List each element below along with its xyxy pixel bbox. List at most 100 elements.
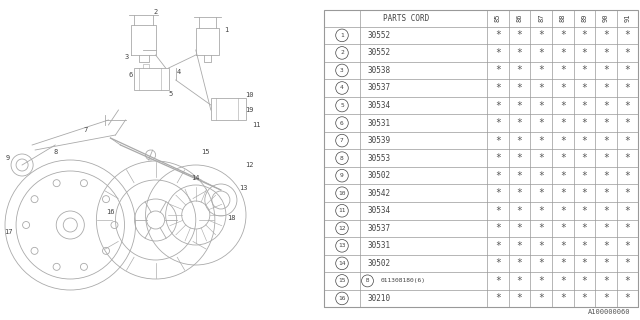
Text: 14: 14 [339,261,346,266]
Text: *: * [625,241,630,251]
Text: *: * [560,153,566,163]
Text: *: * [538,188,544,198]
Text: *: * [538,276,544,286]
Text: 12: 12 [244,162,253,168]
Text: 30552: 30552 [367,48,390,57]
Text: 8: 8 [53,149,58,155]
Text: *: * [603,241,609,251]
Text: *: * [495,136,500,146]
Text: 90: 90 [603,14,609,22]
Text: 18: 18 [227,215,235,221]
Text: 30542: 30542 [367,189,390,198]
Text: 30502: 30502 [367,171,390,180]
Text: 86: 86 [516,14,522,22]
Text: *: * [581,153,588,163]
Text: *: * [625,83,630,93]
Text: *: * [516,118,522,128]
Text: 9: 9 [340,173,344,178]
Text: *: * [560,206,566,216]
Text: 15: 15 [339,278,346,284]
Text: *: * [516,66,522,76]
Text: *: * [516,171,522,181]
Text: *: * [495,171,500,181]
Text: 11: 11 [252,122,260,128]
Text: *: * [603,66,609,76]
Text: *: * [495,153,500,163]
Text: *: * [603,136,609,146]
Text: 30534: 30534 [367,206,390,215]
Text: *: * [516,223,522,233]
Text: *: * [603,30,609,40]
Text: 011308180(6): 011308180(6) [380,278,425,284]
Text: *: * [538,118,544,128]
Text: *: * [495,48,500,58]
Text: 15: 15 [202,149,210,155]
Text: *: * [625,276,630,286]
Text: *: * [516,241,522,251]
Text: *: * [495,83,500,93]
Text: *: * [495,258,500,268]
Text: 30537: 30537 [367,224,390,233]
Text: *: * [581,48,588,58]
Text: *: * [516,293,522,303]
Text: 13: 13 [339,243,346,248]
Text: *: * [538,223,544,233]
Text: *: * [560,188,566,198]
Text: 9: 9 [6,155,10,161]
Text: *: * [516,83,522,93]
Text: 30552: 30552 [367,31,390,40]
Bar [134,68,169,90]
Text: 88: 88 [560,14,566,22]
Text: 87: 87 [538,14,544,22]
Text: *: * [516,100,522,110]
Text: 30537: 30537 [367,84,390,92]
Text: 5: 5 [340,103,344,108]
Text: *: * [603,171,609,181]
Text: *: * [516,30,522,40]
Text: *: * [603,83,609,93]
Text: 30210: 30210 [367,294,390,303]
Text: *: * [560,276,566,286]
Text: *: * [625,153,630,163]
Text: 11: 11 [339,208,346,213]
Text: *: * [603,188,609,198]
Text: *: * [516,48,522,58]
Text: 30502: 30502 [367,259,390,268]
Text: *: * [516,153,522,163]
Text: *: * [516,276,522,286]
Text: *: * [625,258,630,268]
Text: *: * [560,223,566,233]
Text: *: * [495,188,500,198]
Text: *: * [538,293,544,303]
Text: 1: 1 [224,27,228,33]
Text: *: * [581,100,588,110]
Text: 13: 13 [239,185,247,191]
Bar [211,98,246,120]
Text: *: * [495,30,500,40]
Text: 30531: 30531 [367,118,390,128]
Text: 2: 2 [154,9,157,15]
Text: *: * [625,30,630,40]
Text: *: * [625,100,630,110]
Text: *: * [581,83,588,93]
Text: 3: 3 [340,68,344,73]
Text: *: * [625,136,630,146]
Text: *: * [560,171,566,181]
Text: *: * [603,118,609,128]
Text: *: * [625,66,630,76]
Text: 89: 89 [581,14,588,22]
Text: *: * [538,136,544,146]
Text: 30531: 30531 [367,241,390,250]
Text: *: * [495,223,500,233]
Text: 14: 14 [191,175,200,181]
Text: *: * [581,241,588,251]
Text: 19: 19 [244,107,253,113]
Text: *: * [603,206,609,216]
Text: B: B [366,278,369,284]
Text: *: * [495,293,500,303]
Text: *: * [538,100,544,110]
Text: 4: 4 [177,69,181,75]
Text: *: * [560,293,566,303]
Text: *: * [603,276,609,286]
Text: *: * [560,241,566,251]
